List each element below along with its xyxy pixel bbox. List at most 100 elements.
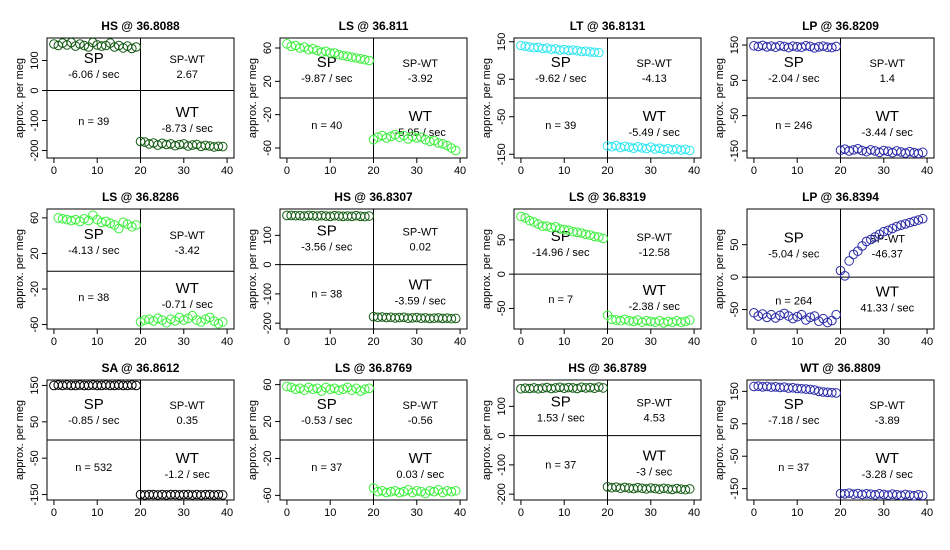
panel: LP @ 36.8209 0 10 20 30 40 -150 -50 50 150approx.…	[714, 19, 935, 177]
y-tick-label: -50	[496, 300, 508, 316]
data-point-sp	[827, 387, 837, 398]
x-tick-label: 40	[688, 336, 700, 348]
sp-rate: -5.04 / sec	[768, 248, 820, 260]
data-point-sp	[598, 233, 608, 244]
data-point-sp	[131, 42, 141, 52]
data-point-wt	[411, 485, 422, 496]
wt-label: WT	[176, 280, 199, 297]
data-point-sp	[334, 385, 344, 395]
x-tick-label: 0	[518, 507, 524, 519]
data-point-sp	[131, 220, 141, 230]
sp-rate: -0.85 / sec	[68, 415, 120, 427]
y-tick-label: 0	[262, 262, 274, 268]
sp-wt-label: SP-WT	[170, 54, 206, 66]
wt-label: WT	[643, 108, 666, 125]
sp-label: SP	[551, 228, 571, 245]
data-point-sp	[792, 311, 803, 322]
data-point-wt	[153, 313, 163, 324]
data-point-wt	[887, 223, 898, 234]
y-axis-label: approx. per meg	[714, 400, 726, 480]
wt-label: WT	[876, 283, 899, 300]
sp-rate: -4.13 / sec	[68, 245, 120, 257]
y-tick-label: -20	[29, 281, 41, 297]
wt-label: WT	[176, 450, 199, 467]
panel: WT @ 36.8809 0 10 20 30 40 -150 -50 50 150approx.…	[714, 361, 935, 519]
wt-rate: -3 / sec	[636, 467, 673, 479]
data-point-wt	[913, 148, 924, 159]
data-point-sp	[364, 383, 374, 394]
x-tick-label: 40	[688, 507, 700, 519]
panel-title: HS @ 36.8789	[568, 361, 647, 375]
x-tick-label: 10	[791, 336, 803, 348]
data-point-sp	[550, 222, 561, 232]
y-tick-label: 0	[29, 87, 41, 93]
y-tick-label: 0	[729, 274, 741, 280]
data-point-sp	[572, 227, 582, 238]
x-tick-label: 10	[791, 165, 803, 177]
sp-wt-label: SP-WT	[637, 232, 673, 244]
sp-label: SP	[317, 54, 337, 71]
data-point-sp	[360, 384, 370, 395]
data-point-wt	[844, 146, 854, 156]
data-point-wt	[217, 490, 228, 500]
data-point-wt	[450, 485, 461, 496]
y-tick-label: -200	[496, 483, 508, 505]
data-point-sp	[282, 381, 292, 392]
sp-rate: 1.53 / sec	[537, 413, 585, 425]
data-point-wt	[446, 486, 457, 497]
sp-wt-label: SP-WT	[637, 398, 673, 410]
data-point-sp	[827, 42, 837, 53]
x-tick-label: 0	[751, 165, 757, 177]
data-point-sp	[360, 211, 370, 222]
panel-title: LS @ 36.8286	[102, 190, 179, 204]
data-point-sp	[364, 55, 374, 66]
data-point-wt	[213, 141, 224, 152]
data-point-sp	[79, 40, 90, 51]
data-point-wt	[680, 144, 691, 155]
wt-label: WT	[409, 450, 432, 467]
data-point-sp	[598, 383, 608, 393]
data-point-wt	[878, 145, 889, 156]
y-tick-label: 50	[729, 418, 741, 430]
x-tick-label: 30	[645, 336, 657, 348]
y-axis-label: approx. per meg	[714, 58, 726, 138]
y-tick-label: 60	[262, 378, 274, 390]
x-tick-label: 40	[921, 507, 933, 519]
data-point-sp	[516, 211, 526, 222]
x-tick-label: 40	[921, 336, 933, 348]
data-point-sp	[594, 232, 604, 242]
panel: HS @ 36.8789 0 10 20 30 40 -200 -100 0 100approx.…	[481, 361, 702, 519]
data-point-wt	[844, 256, 854, 266]
y-tick-label: 150	[729, 36, 741, 54]
sp-label: SP	[317, 396, 337, 413]
y-tick-label: -20	[262, 107, 274, 123]
panel: SA @ 36.8612 0 10 20 30 40 -150 -50 50 150approx.…	[14, 361, 235, 519]
data-point-sp	[127, 43, 137, 54]
wt-rate: -0.71 / sec	[162, 299, 214, 311]
y-tick-label: 150	[729, 382, 741, 400]
x-tick-label: 0	[51, 165, 57, 177]
sp-label: SP	[84, 396, 104, 413]
data-point-sp	[127, 380, 137, 390]
sp-wt-label: SP-WT	[637, 58, 673, 70]
sp-wt-diff: -4.13	[642, 73, 667, 85]
y-tick-label: -150	[729, 478, 741, 500]
data-point-wt	[913, 490, 924, 500]
n-count: n = 39	[545, 120, 576, 132]
n-count: n = 264	[775, 295, 812, 307]
data-point-sp	[585, 230, 595, 240]
data-point-sp	[118, 217, 128, 228]
y-tick-label: 50	[496, 234, 508, 246]
y-tick-label: 100	[29, 51, 41, 69]
data-point-sp	[559, 224, 570, 235]
data-point-wt	[900, 219, 911, 229]
sp-wt-label: SP-WT	[170, 230, 206, 242]
sp-wt-diff: -0.56	[408, 415, 433, 427]
sp-rate: -14.96 / sec	[532, 247, 590, 259]
data-point-wt	[433, 138, 444, 148]
sp-label: SP	[84, 50, 104, 67]
y-tick-label: -20	[262, 451, 274, 467]
